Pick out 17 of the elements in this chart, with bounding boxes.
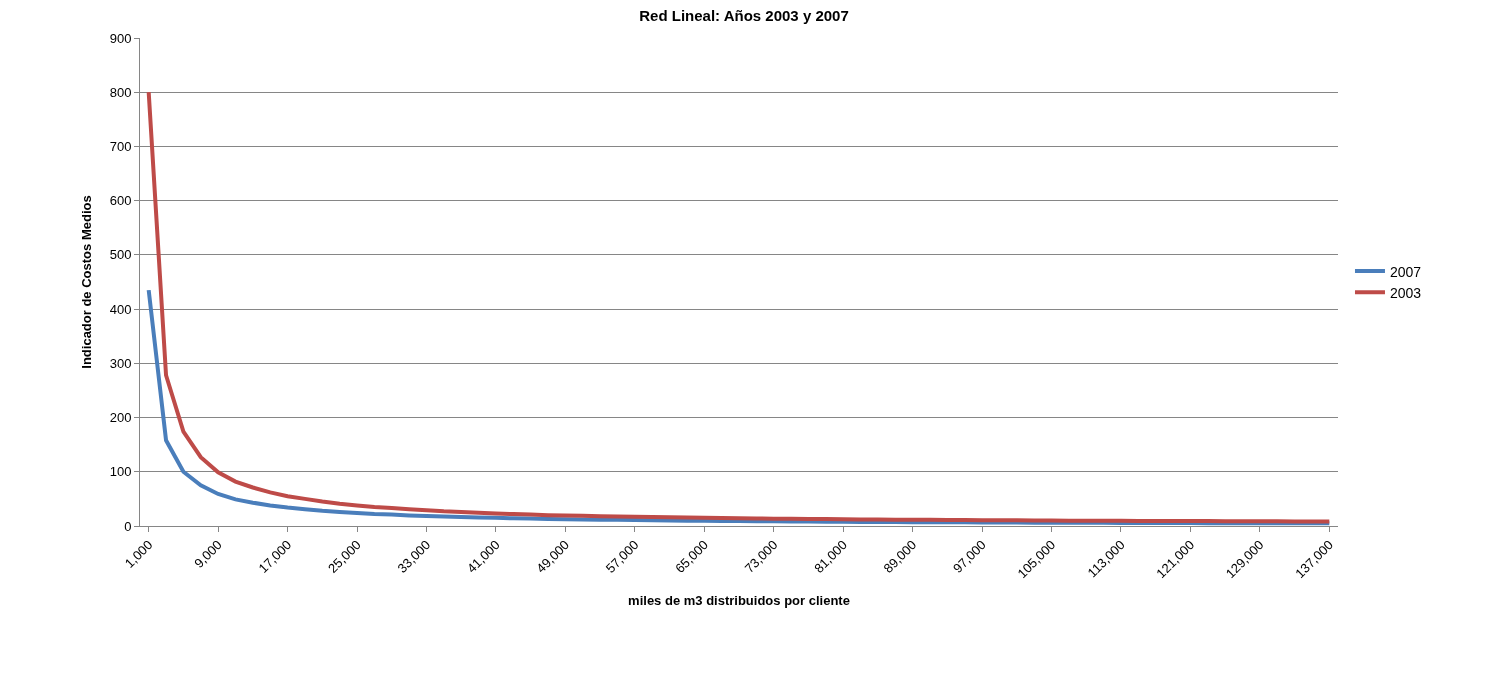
y-tick-label: 500	[109, 247, 132, 263]
chart-title: Red Lineal: Años 2003 y 2007	[639, 6, 849, 24]
y-tick-label: 700	[109, 138, 132, 154]
y-tick-label: 400	[109, 301, 132, 317]
y-axis-title: Indicador de Costos Medios	[78, 195, 94, 369]
line-series	[146, 288, 1332, 526]
legend-label: 2003	[1389, 284, 1422, 301]
y-tick-label: 100	[109, 464, 132, 480]
y-tick-label: 200	[109, 410, 132, 426]
y-tick-label: 600	[109, 193, 132, 209]
y-tick-label: 0	[124, 518, 132, 534]
line-series	[146, 90, 1332, 524]
legend-label: 2007	[1389, 263, 1422, 280]
y-tick-label: 900	[109, 30, 132, 46]
x-axis-title: miles de m3 distribuidos por cliente	[628, 592, 850, 608]
y-tick-label: 800	[109, 84, 132, 100]
y-tick-label: 300	[109, 355, 132, 371]
